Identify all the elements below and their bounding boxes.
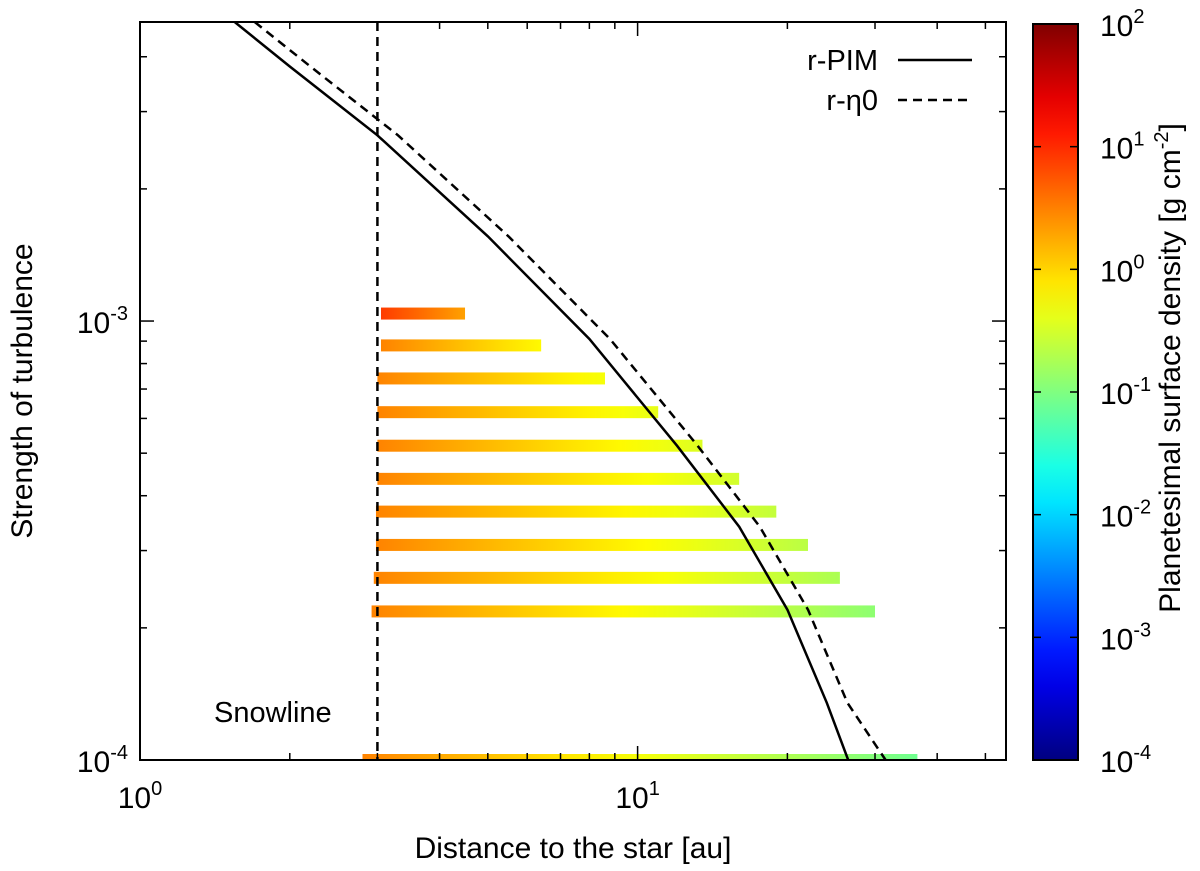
legend-label-r-eta0: r-η0	[826, 85, 878, 117]
series-lines	[233, 22, 887, 760]
legend: r-PIM r-η0	[807, 45, 972, 117]
colorbar: 102 101 100 10-1 10-2 10-3 10-4 Planetesimal s…	[1032, 6, 1187, 779]
colorbar-label-main: Planetesimal surface density [g cm	[1154, 149, 1187, 613]
colorbar-label-exp: -2	[1151, 132, 1173, 150]
y-axis-label: Strength of turbulence	[6, 243, 39, 538]
density-bars	[362, 307, 918, 760]
density-bar	[377, 439, 703, 452]
y-tick-label: 10-4	[77, 742, 128, 779]
tick-labels: 100 101 10-4 10-3	[77, 303, 660, 815]
colorbar-tick-label: 100	[1100, 251, 1145, 288]
colorbar-tick-label: 101	[1100, 129, 1145, 166]
x-axis-label: Distance to the star [au]	[415, 832, 732, 865]
y-tick-label: 10-3	[77, 303, 128, 340]
density-bar	[380, 307, 466, 320]
plot-frame	[139, 21, 1007, 761]
density-bar	[377, 372, 606, 385]
density-bar	[377, 472, 740, 485]
snowline-label: Snowline	[214, 697, 332, 729]
colorbar-ticks: 102 101 100 10-1 10-2 10-3 10-4	[1033, 6, 1151, 779]
series-line-r-pim	[233, 22, 850, 760]
x-tick-label: 101	[615, 778, 660, 815]
density-bar	[375, 505, 777, 518]
series-line-r-eta0	[253, 22, 887, 760]
colorbar-tick-label: 102	[1100, 6, 1145, 43]
density-bar	[375, 538, 808, 551]
density-bar	[371, 605, 876, 618]
density-bar	[380, 339, 542, 352]
density-bar	[362, 754, 918, 760]
colorbar-tick-label: 10-2	[1100, 497, 1151, 534]
colorbar-label-close: ]	[1154, 123, 1187, 131]
legend-label-r-pim: r-PIM	[807, 45, 878, 77]
x-tick-label: 100	[118, 778, 163, 815]
colorbar-tick-label: 10-1	[1100, 374, 1151, 411]
axis-ticks	[139, 22, 1006, 761]
colorbar-tick-label: 10-3	[1100, 619, 1151, 656]
density-bar	[377, 406, 659, 419]
colorbar-label: Planetesimal surface density [g cm-2]	[1151, 123, 1187, 613]
colorbar-tick-label: 10-4	[1100, 742, 1151, 779]
density-bar	[373, 571, 840, 584]
